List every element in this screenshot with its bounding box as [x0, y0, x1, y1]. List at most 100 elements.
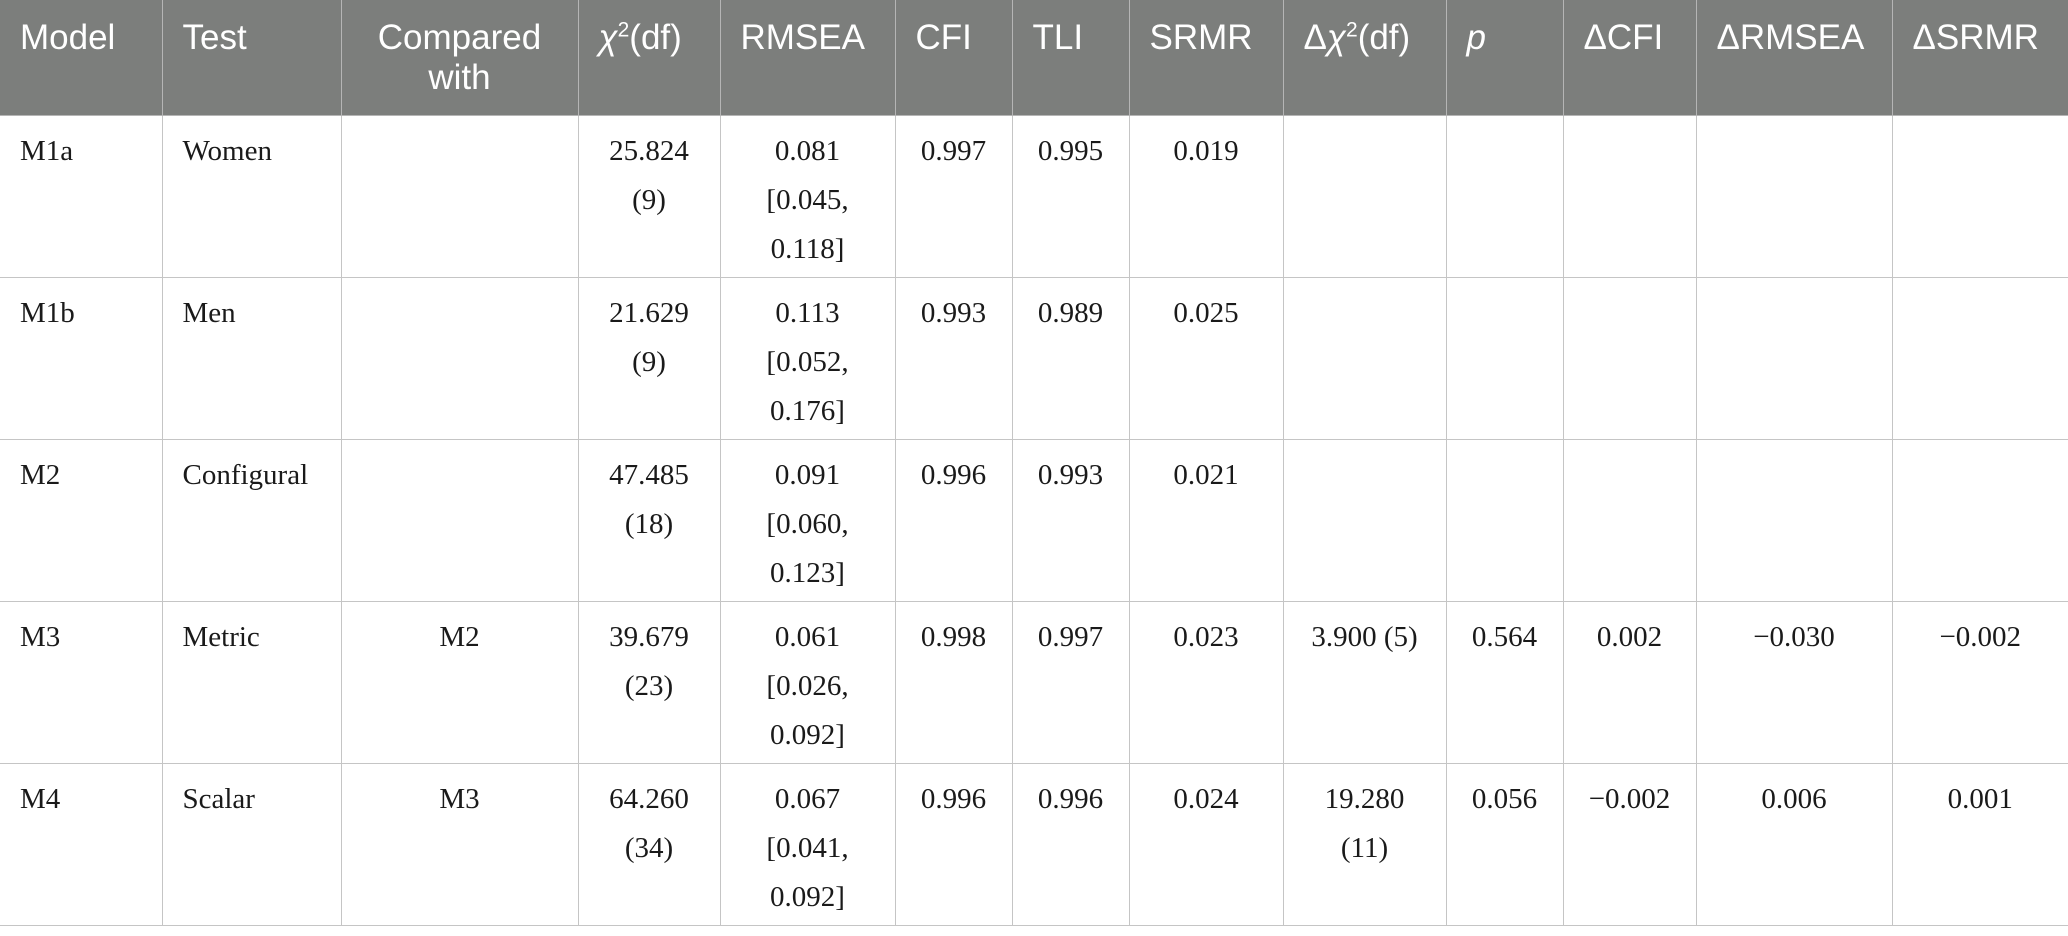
- cell-p: 0.564: [1446, 601, 1564, 764]
- header-delta-chi-sup: 2: [1346, 18, 1358, 42]
- cell-rmsea: 0.113 [0.052, 0.176]: [720, 277, 896, 440]
- cell-delta-rmsea: [1696, 115, 1893, 278]
- cell-rmsea: 0.067 [0.041, 0.092]: [720, 763, 896, 926]
- header-delta-cfi: ΔCFI: [1563, 0, 1697, 116]
- header-delta-prefix: Δ: [1303, 18, 1327, 57]
- cell-delta-rmsea: −0.030: [1696, 601, 1893, 764]
- header-delta-srmr: ΔSRMR: [1892, 0, 2068, 116]
- header-delta-chi-symbol: χ: [1326, 18, 1346, 57]
- cell-cfi: 0.993: [895, 277, 1013, 440]
- cell-chi-df: (18): [624, 507, 674, 540]
- cell-srmr: 0.025: [1129, 277, 1284, 440]
- cell-model: M2: [0, 439, 163, 602]
- cell-test: Men: [162, 277, 342, 440]
- cell-rmsea: 0.061 [0.026, 0.092]: [720, 601, 896, 764]
- table-row: M1a Women 25.824 (9) 0.081 [0.045, 0.118…: [0, 115, 2068, 278]
- table-row: M3 Metric M2 39.679 (23) 0.061 [0.026, 0…: [0, 601, 2068, 764]
- cell-rmsea-value: 0.067: [774, 782, 841, 815]
- cell-delta-chi-df: (11): [1340, 831, 1389, 864]
- cell-delta-cfi: 0.002: [1563, 601, 1697, 764]
- cell-delta-cfi: [1563, 115, 1697, 278]
- cell-compared-with: [341, 277, 579, 440]
- cell-model: M1a: [0, 115, 163, 278]
- cell-chi-value: 64.260: [609, 782, 689, 815]
- cell-delta-rmsea: [1696, 439, 1893, 602]
- cell-compared-with: [341, 115, 579, 278]
- cell-compared-with: M2: [341, 601, 579, 764]
- cell-srmr: 0.023: [1129, 601, 1284, 764]
- header-tli: TLI: [1012, 0, 1130, 116]
- cell-chi-value: 39.679: [609, 620, 689, 653]
- cell-tli: 0.993: [1012, 439, 1130, 602]
- cell-rmsea-ci-low: [0.052,: [766, 345, 849, 378]
- cell-rmsea: 0.091 [0.060, 0.123]: [720, 439, 896, 602]
- header-p: p: [1446, 0, 1564, 116]
- cell-delta-chi-square: [1283, 277, 1447, 440]
- cell-rmsea-ci-high: 0.092]: [770, 880, 845, 913]
- cell-rmsea-value: 0.091: [774, 458, 841, 491]
- cell-rmsea-value: 0.081: [774, 134, 841, 167]
- cell-delta-chi-square: 19.280 (11): [1283, 763, 1447, 926]
- cell-p: [1446, 115, 1564, 278]
- header-cfi: CFI: [895, 0, 1013, 116]
- header-rmsea: RMSEA: [720, 0, 896, 116]
- cell-model: M4: [0, 763, 163, 926]
- cell-tli: 0.997: [1012, 601, 1130, 764]
- cell-rmsea: 0.081 [0.045, 0.118]: [720, 115, 896, 278]
- cell-rmsea-ci-low: [0.060,: [766, 507, 849, 540]
- cell-test: Metric: [162, 601, 342, 764]
- cell-cfi: 0.996: [895, 439, 1013, 602]
- cell-delta-chi-value: 19.280: [1324, 782, 1405, 815]
- cell-delta-chi-square: [1283, 439, 1447, 602]
- table-header: Model Test Compared with χ2(df) RMSEA CF…: [0, 0, 2068, 116]
- header-chi-square: χ2(df): [578, 0, 721, 116]
- cell-cfi: 0.997: [895, 115, 1013, 278]
- header-compared-with: Compared with: [341, 0, 579, 116]
- cell-chi-value: 25.824: [609, 134, 689, 167]
- cell-test: Configural: [162, 439, 342, 602]
- cell-rmsea-ci-high: 0.118]: [770, 232, 845, 265]
- cell-test: Women: [162, 115, 342, 278]
- cell-compared-with: M3: [341, 763, 579, 926]
- table-row: M1b Men 21.629 (9) 0.113 [0.052, 0.176] …: [0, 277, 2068, 440]
- table-body: M1a Women 25.824 (9) 0.081 [0.045, 0.118…: [0, 115, 2068, 926]
- cell-delta-chi-value: 3.900 (5): [1311, 620, 1418, 653]
- cell-delta-srmr: [1892, 277, 2068, 440]
- cell-chi-square: 47.485 (18): [578, 439, 721, 602]
- cell-delta-rmsea: [1696, 277, 1893, 440]
- header-model: Model: [0, 0, 163, 116]
- cell-chi-value: 21.629: [609, 296, 689, 329]
- cell-chi-df: (34): [624, 831, 674, 864]
- cell-delta-chi-square: [1283, 115, 1447, 278]
- header-delta-chi-square: Δχ2(df): [1283, 0, 1447, 116]
- cell-cfi: 0.998: [895, 601, 1013, 764]
- cell-model: M1b: [0, 277, 163, 440]
- cell-chi-square: 39.679 (23): [578, 601, 721, 764]
- cell-cfi: 0.996: [895, 763, 1013, 926]
- cell-rmsea-value: 0.113: [775, 296, 840, 329]
- cell-chi-square: 64.260 (34): [578, 763, 721, 926]
- cell-rmsea-ci-high: 0.123]: [770, 556, 845, 589]
- cell-p: 0.056: [1446, 763, 1564, 926]
- header-chi-suffix: (df): [629, 18, 682, 57]
- cell-rmsea-value: 0.061: [774, 620, 841, 653]
- cell-model: M3: [0, 601, 163, 764]
- cell-delta-rmsea: 0.006: [1696, 763, 1893, 926]
- table-row: M4 Scalar M3 64.260 (34) 0.067 [0.041, 0…: [0, 763, 2068, 926]
- cell-chi-df: (23): [624, 669, 674, 702]
- header-chi-symbol: χ: [598, 18, 618, 57]
- cell-compared-with: [341, 439, 579, 602]
- cell-rmsea-ci-low: [0.026,: [766, 669, 849, 702]
- cell-delta-cfi: [1563, 439, 1697, 602]
- header-test: Test: [162, 0, 342, 116]
- cell-chi-square: 25.824 (9): [578, 115, 721, 278]
- cell-delta-cfi: [1563, 277, 1697, 440]
- cell-test: Scalar: [162, 763, 342, 926]
- cell-tli: 0.995: [1012, 115, 1130, 278]
- header-delta-chi-suffix: (df): [1357, 18, 1411, 57]
- header-compared-with-line2: with: [428, 58, 491, 97]
- table-row: M2 Configural 47.485 (18) 0.091 [0.060, …: [0, 439, 2068, 602]
- cell-delta-srmr: −0.002: [1892, 601, 2068, 764]
- cell-delta-srmr: 0.001: [1892, 763, 2068, 926]
